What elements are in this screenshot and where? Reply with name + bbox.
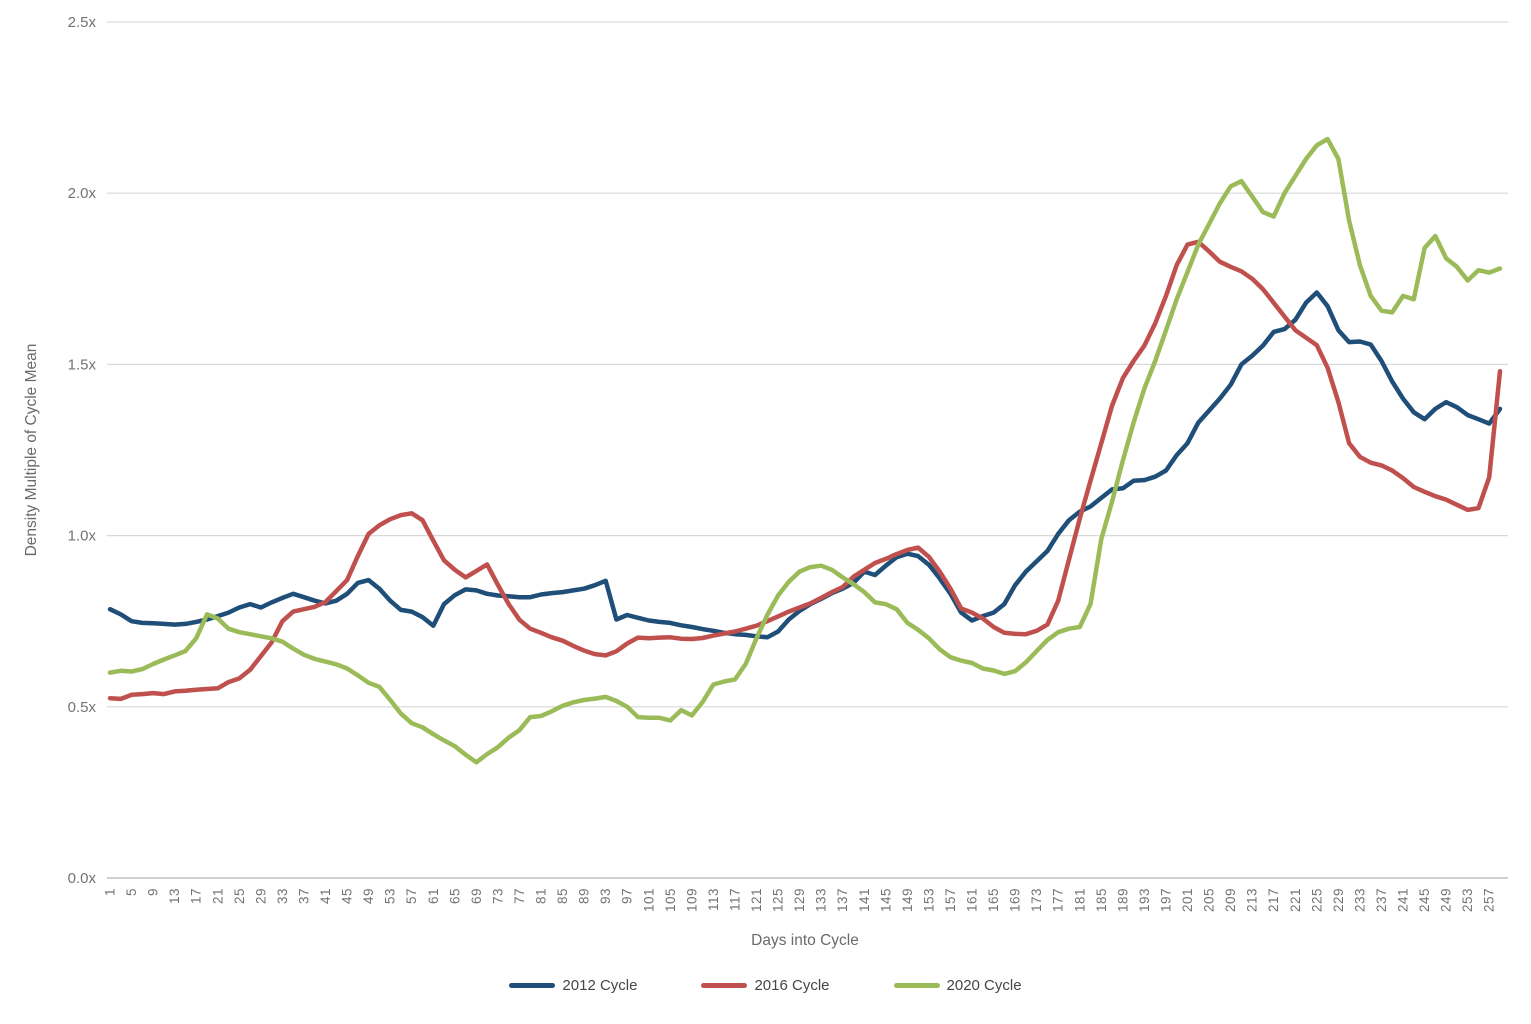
x-axis-tick-labels: 1 5 9 13 17 21 25 29 33 37 41 45 49 53 57 61 65 69 73 77 81 8… (103, 888, 1497, 912)
legend-item-2020: 2020 Cycle (893, 977, 1022, 994)
x-tick-label: 209 (1223, 888, 1238, 912)
legend: 2012 Cycle 2016 Cycle 2020 Cycle (0, 977, 1531, 994)
series-line-2020 (107, 136, 1503, 765)
x-tick-label: 153 (921, 888, 936, 912)
x-tick-label: 213 (1245, 888, 1260, 912)
x-tick-label: 73 (490, 888, 505, 904)
legend-label: 2012 Cycle (562, 977, 638, 994)
x-tick-label: 233 (1352, 888, 1367, 912)
x-tick-label: 81 (534, 888, 549, 904)
y-tick-label: 0.0x (68, 870, 97, 887)
x-tick-label: 57 (404, 888, 419, 904)
y-tick-label: 1.0x (68, 528, 97, 545)
y-axis-title: Density Multiple of Cycle Mean (23, 344, 40, 557)
x-tick-label: 41 (318, 888, 333, 904)
x-tick-label: 241 (1396, 888, 1411, 912)
x-tick-label: 1 (103, 888, 118, 896)
x-tick-label: 245 (1417, 888, 1432, 912)
x-tick-label: 237 (1374, 888, 1389, 912)
x-tick-label: 181 (1072, 888, 1087, 912)
x-axis-title: Days into Cycle (751, 932, 859, 949)
x-tick-label: 97 (620, 888, 635, 904)
legend-swatch (509, 982, 556, 989)
x-tick-label: 101 (641, 888, 656, 912)
x-tick-label: 173 (1029, 888, 1044, 912)
x-tick-label: 217 (1266, 888, 1281, 912)
x-tick-label: 189 (1115, 888, 1130, 912)
x-tick-label: 77 (512, 888, 527, 904)
x-tick-label: 205 (1202, 888, 1217, 912)
legend-swatch (893, 982, 940, 989)
x-tick-label: 129 (792, 888, 807, 912)
x-tick-label: 89 (577, 888, 592, 904)
legend-item-2016: 2016 Cycle (701, 977, 830, 994)
x-tick-label: 33 (275, 888, 290, 904)
x-tick-label: 221 (1288, 888, 1303, 912)
y-tick-label: 2.5x (68, 14, 97, 31)
x-tick-label: 225 (1309, 888, 1324, 912)
x-tick-label: 9 (146, 888, 161, 896)
x-tick-label: 61 (426, 888, 441, 904)
x-tick-label: 21 (210, 888, 225, 904)
x-tick-label: 109 (684, 888, 699, 912)
x-tick-label: 17 (189, 888, 204, 904)
legend-label: 2016 Cycle (754, 977, 830, 994)
legend-swatch (701, 982, 748, 989)
x-tick-label: 13 (167, 888, 182, 904)
legend-label: 2020 Cycle (946, 977, 1022, 994)
x-tick-label: 141 (857, 888, 872, 912)
x-tick-label: 133 (814, 888, 829, 912)
x-tick-label: 137 (835, 888, 850, 912)
series-line-2016 (107, 239, 1503, 702)
x-tick-label: 37 (296, 888, 311, 904)
x-tick-label: 29 (253, 888, 268, 904)
x-tick-label: 185 (1094, 888, 1109, 912)
x-tick-label: 113 (706, 888, 721, 911)
data-series-lines (107, 136, 1503, 765)
x-tick-label: 121 (749, 888, 764, 912)
series-line-2012 (107, 290, 1503, 640)
x-tick-label: 93 (598, 888, 613, 904)
x-tick-label: 257 (1482, 888, 1497, 912)
x-tick-label: 149 (900, 888, 915, 912)
x-tick-label: 165 (986, 888, 1001, 912)
x-tick-label: 5 (124, 888, 139, 896)
y-tick-label: 1.5x (68, 356, 97, 373)
x-tick-label: 201 (1180, 888, 1195, 912)
x-tick-label: 253 (1460, 888, 1475, 912)
x-tick-label: 229 (1331, 888, 1346, 912)
gridlines (107, 21, 1508, 879)
y-tick-label: 0.5x (68, 699, 97, 716)
x-tick-label: 169 (1008, 888, 1023, 912)
x-tick-label: 69 (469, 888, 484, 904)
x-tick-label: 193 (1137, 888, 1152, 912)
x-tick-label: 65 (447, 888, 462, 904)
x-tick-label: 49 (361, 888, 376, 904)
x-tick-label: 197 (1158, 888, 1173, 912)
x-tick-label: 105 (663, 888, 678, 912)
x-tick-label: 125 (771, 888, 786, 912)
legend-item-2012: 2012 Cycle (509, 977, 637, 994)
x-tick-label: 53 (383, 888, 398, 904)
x-tick-label: 117 (727, 888, 742, 911)
x-tick-label: 25 (232, 888, 247, 904)
y-tick-label: 2.0x (68, 185, 97, 202)
x-tick-label: 145 (878, 888, 893, 912)
x-tick-label: 85 (555, 888, 570, 904)
y-axis-tick-labels: 0.0x 0.5x 1.0x 1.5x 2.0x 2.5x (68, 14, 97, 887)
x-tick-label: 249 (1439, 888, 1454, 912)
x-tick-label: 177 (1051, 888, 1066, 912)
x-tick-label: 157 (943, 888, 958, 912)
x-tick-label: 45 (340, 888, 355, 904)
x-tick-label: 161 (965, 888, 980, 912)
